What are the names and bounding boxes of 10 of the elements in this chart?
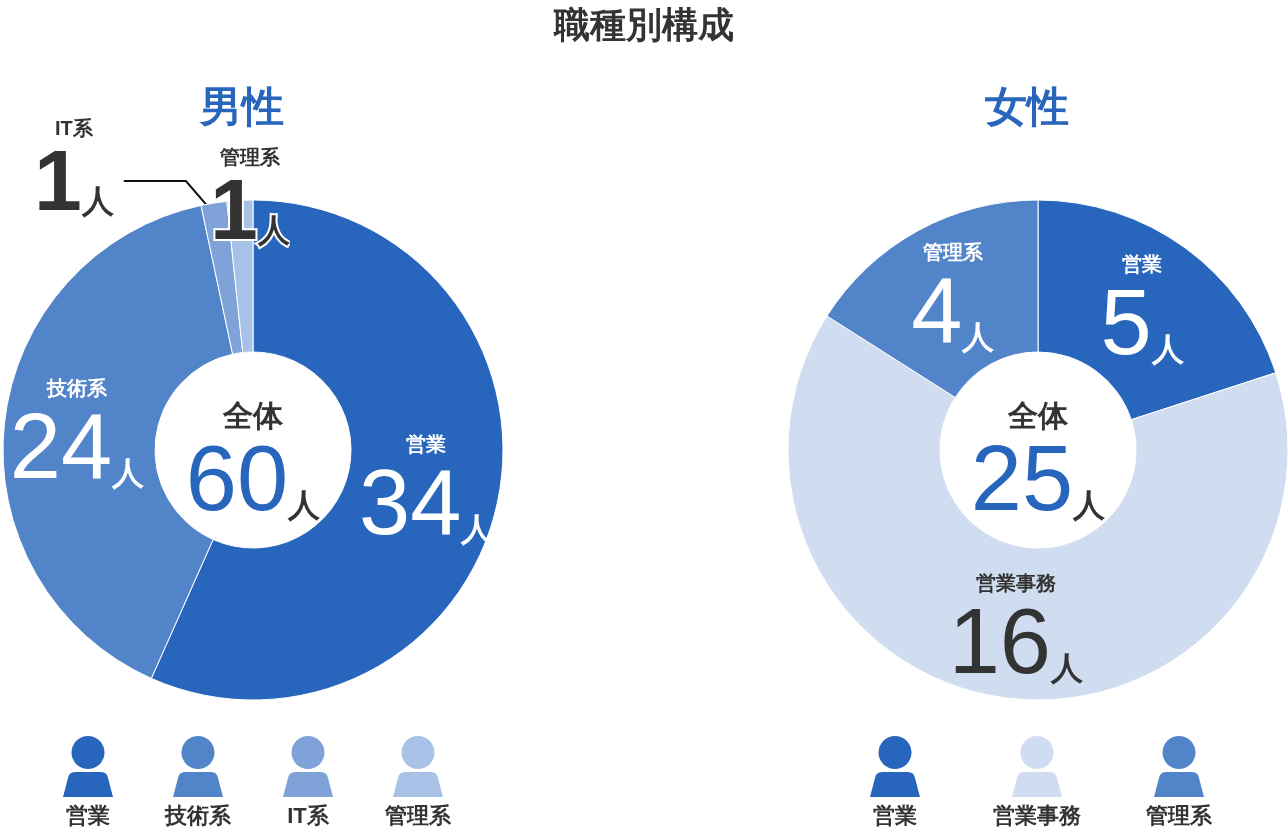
legend-label: 営業事務 — [992, 802, 1081, 830]
chart-subtitle: 女性 — [984, 82, 1069, 130]
text: 職種別構成 — [552, 3, 735, 47]
legend-label: 技術系 — [165, 802, 231, 830]
legend-label: 営業 — [66, 802, 110, 830]
legend-label: IT系 — [287, 802, 329, 830]
chart-subtitle: 男性 — [198, 82, 284, 130]
legend-label: 管理系 — [1145, 802, 1212, 830]
legend-label: 管理系 — [385, 802, 451, 830]
legend-label: 営業 — [872, 802, 917, 830]
